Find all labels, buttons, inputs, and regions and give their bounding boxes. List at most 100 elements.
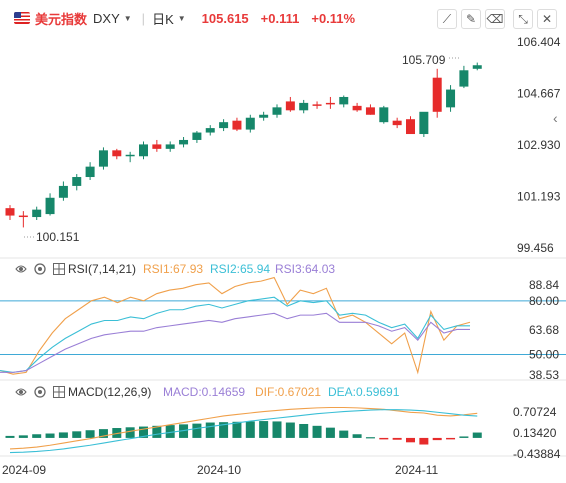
- macd-bar: [339, 430, 349, 438]
- candle[interactable]: [5, 208, 15, 216]
- macd-bar: [285, 422, 295, 438]
- x-tick-label: 2024-09: [2, 463, 46, 477]
- x-tick-label: 2024-10: [197, 463, 241, 477]
- macd-bar: [219, 422, 229, 438]
- candle[interactable]: [472, 65, 482, 69]
- macd-bar: [365, 437, 375, 439]
- dea-legend: DEA:0.59691: [328, 385, 400, 399]
- candle[interactable]: [125, 154, 135, 157]
- macd-tick-label: 0.70724: [513, 405, 557, 419]
- macd-bar: [392, 437, 402, 440]
- eye-icon[interactable]: [15, 388, 27, 396]
- rsi-tick-label: 38.53: [529, 368, 559, 382]
- candle[interactable]: [192, 132, 202, 140]
- macd-bar: [379, 437, 389, 440]
- macd-bar: [446, 437, 456, 440]
- candle[interactable]: [285, 101, 295, 111]
- macd-tick-label: -0.43884: [513, 447, 561, 461]
- price-tick-label: 99.456: [517, 241, 554, 255]
- price-change-percent: +0.11%: [311, 10, 356, 26]
- chevron-down-icon[interactable]: ▼: [123, 13, 132, 23]
- symbol-name[interactable]: 美元指数: [35, 11, 88, 27]
- candle[interactable]: [312, 104, 322, 106]
- candle[interactable]: [139, 144, 148, 157]
- macd-bar: [232, 421, 242, 438]
- grid-icon[interactable]: [53, 263, 65, 275]
- draw-line-icon[interactable]: ⟋: [437, 9, 457, 29]
- period-selector[interactable]: 日K: [152, 11, 174, 27]
- price-tick-label: 101.193: [517, 190, 561, 204]
- candle[interactable]: [58, 185, 68, 198]
- macd-bar: [312, 425, 322, 438]
- macd-bar: [459, 436, 469, 438]
- chevron-down-icon[interactable]: ▼: [177, 13, 186, 23]
- candle[interactable]: [272, 107, 282, 115]
- candle[interactable]: [432, 77, 442, 112]
- macd-bar: [58, 432, 68, 438]
- macd-bar: [472, 432, 482, 438]
- candle[interactable]: [32, 209, 42, 218]
- candle[interactable]: [85, 166, 95, 178]
- macd-bar: [165, 425, 175, 438]
- candle[interactable]: [45, 197, 55, 215]
- candle[interactable]: [18, 215, 28, 218]
- price-tick-label: 104.667: [517, 87, 561, 101]
- candle[interactable]: [365, 107, 375, 115]
- candle[interactable]: [419, 111, 429, 135]
- candle[interactable]: [339, 96, 349, 105]
- candle[interactable]: [165, 144, 175, 149]
- candle[interactable]: [179, 139, 189, 145]
- candle[interactable]: [406, 119, 415, 135]
- macd-bar: [192, 423, 202, 438]
- pen-icon[interactable]: ✎: [461, 9, 481, 29]
- rsi3-legend: RSI3:64.03: [275, 262, 335, 276]
- close-icon[interactable]: ✕: [537, 9, 557, 29]
- high-annotation: 105.709: [402, 53, 446, 67]
- candle[interactable]: [299, 102, 309, 111]
- macd-tick-label: 0.13420: [513, 426, 557, 440]
- macd-bar: [259, 421, 269, 438]
- macd-bar: [45, 433, 55, 438]
- macd-series-line: [9, 409, 478, 454]
- grid-icon[interactable]: [53, 386, 65, 398]
- macd-title: MACD(12,26,9): [68, 385, 151, 399]
- dif-legend: DIF:0.67021: [255, 385, 321, 399]
- candle[interactable]: [459, 70, 469, 87]
- candle[interactable]: [245, 117, 255, 130]
- candle[interactable]: [325, 102, 335, 105]
- candle[interactable]: [392, 120, 402, 126]
- candle[interactable]: [98, 150, 108, 167]
- rsi2-legend: RSI2:65.94: [210, 262, 270, 276]
- settings-icon[interactable]: [34, 263, 46, 275]
- candle[interactable]: [232, 120, 242, 130]
- candle[interactable]: [352, 105, 362, 111]
- eraser-icon[interactable]: ⌫: [485, 9, 505, 29]
- macd-bar: [352, 434, 362, 438]
- macd-bar: [205, 422, 215, 438]
- eye-icon[interactable]: [15, 265, 27, 273]
- price-tick-label: 102.930: [517, 138, 561, 152]
- macd-bar: [72, 431, 82, 438]
- candle[interactable]: [259, 114, 269, 118]
- candle[interactable]: [72, 177, 82, 186]
- macd-bar: [18, 435, 28, 438]
- candle[interactable]: [219, 122, 229, 129]
- price-change: +0.111: [260, 10, 300, 26]
- last-price: 105.615: [201, 10, 249, 26]
- candle[interactable]: [205, 128, 215, 133]
- macd-bar: [5, 435, 15, 438]
- panel-toggle-icon[interactable]: ‹: [553, 110, 558, 126]
- settings-icon[interactable]: [34, 386, 46, 398]
- collapse-icon[interactable]: ⤡: [513, 9, 533, 29]
- macd-bar: [98, 429, 108, 438]
- symbol-code[interactable]: DXY: [93, 10, 120, 26]
- candle[interactable]: [112, 150, 122, 157]
- rsi-tick-label: 50.00: [529, 347, 559, 361]
- rsi-series-line: [0, 276, 471, 375]
- candle[interactable]: [379, 107, 389, 123]
- macd-bar: [406, 437, 415, 443]
- candle[interactable]: [152, 144, 162, 149]
- macd-legend: MACD:0.14659: [163, 385, 245, 399]
- candle[interactable]: [446, 89, 456, 108]
